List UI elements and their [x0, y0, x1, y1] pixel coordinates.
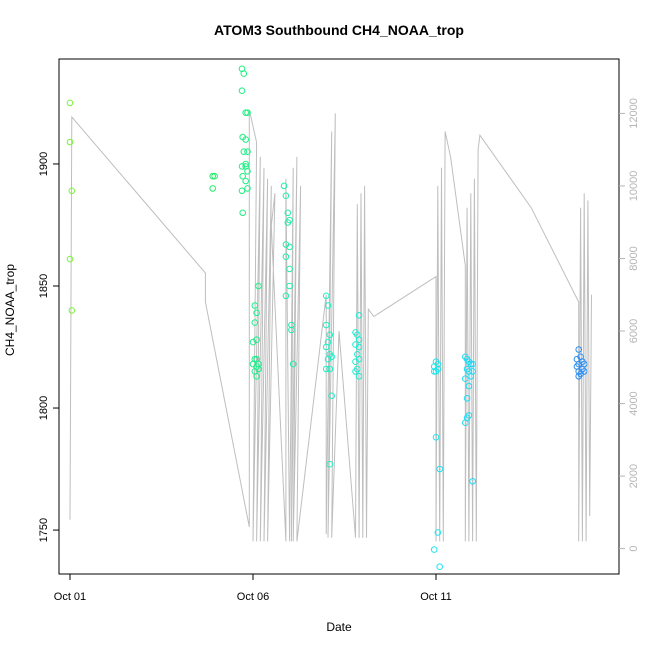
y2-tick-label: 10000	[628, 171, 640, 202]
data-point	[240, 70, 248, 77]
data-point	[284, 219, 292, 226]
x-tick-label: Oct 06	[237, 591, 269, 603]
data-point	[244, 185, 251, 192]
data-point	[288, 321, 295, 329]
plot-frame	[58, 58, 620, 575]
chart-title: ATOM3 Southbound CH4_NOAA_trop	[214, 22, 464, 38]
altitude-line-layer	[69, 109, 592, 542]
data-point	[465, 382, 473, 390]
data-point	[286, 265, 293, 273]
x-tick-label: Oct 11	[420, 591, 452, 603]
data-point	[430, 368, 438, 375]
data-point	[322, 343, 330, 351]
y-axis: 1750 1800 1850 1900	[38, 152, 59, 542]
x-axis-label: Date	[326, 620, 352, 634]
data-point	[240, 148, 248, 155]
y2-tick-label: 0	[628, 546, 640, 552]
data-point	[462, 375, 469, 383]
data-point	[244, 109, 251, 116]
data-point	[322, 292, 330, 300]
data-point	[352, 368, 359, 375]
data-point	[253, 373, 260, 380]
data-point	[211, 172, 218, 180]
data-point	[355, 336, 363, 344]
data-point	[242, 136, 249, 143]
data-point	[251, 302, 259, 309]
data-point	[469, 360, 476, 368]
data-point	[326, 365, 334, 373]
data-point	[326, 460, 334, 468]
data-point	[282, 192, 290, 199]
data-point	[324, 302, 332, 309]
data-point	[209, 185, 216, 192]
data-point	[289, 360, 297, 368]
data-point	[322, 365, 330, 373]
y-tick-label: 1750	[38, 518, 50, 542]
data-point	[575, 346, 583, 353]
data-point	[244, 168, 251, 175]
secondary-y-axis: 0 2000 4000 6000 8000 10000 12000	[619, 98, 640, 552]
data-point	[68, 187, 76, 195]
data-point	[432, 434, 440, 441]
data-point	[463, 395, 471, 402]
data-point	[66, 99, 74, 107]
data-point	[249, 338, 257, 346]
data-point	[355, 373, 363, 380]
data-point	[280, 182, 288, 190]
y2-tick-label: 4000	[628, 391, 640, 415]
data-point	[286, 243, 293, 251]
data-point	[322, 321, 330, 329]
data-point	[239, 209, 246, 217]
data-point	[242, 109, 249, 116]
y-axis-label: CH4_NOAA_trop	[3, 264, 17, 356]
data-point	[436, 563, 444, 571]
y2-tick-label: 12000	[628, 98, 640, 129]
data-point	[436, 465, 444, 473]
data-point	[355, 343, 363, 351]
data-point	[68, 307, 76, 314]
y-tick-label: 1900	[38, 152, 50, 176]
y2-tick-label: 6000	[628, 319, 640, 343]
data-point	[430, 546, 438, 553]
scatter-points-layer	[66, 65, 588, 571]
data-point	[251, 319, 259, 326]
data-point	[469, 478, 476, 485]
data-point	[284, 209, 292, 217]
data-point	[288, 326, 295, 334]
data-point	[255, 282, 262, 290]
data-point	[282, 253, 290, 261]
data-point	[467, 360, 475, 368]
data-point	[326, 331, 334, 339]
data-point	[467, 373, 475, 380]
y-tick-label: 1850	[38, 274, 50, 298]
data-point	[239, 172, 246, 180]
data-point	[462, 419, 469, 427]
data-point	[209, 172, 216, 180]
y-tick-label: 1800	[38, 396, 50, 420]
data-point	[238, 187, 246, 195]
data-point	[253, 309, 260, 317]
x-tick-label: Oct 01	[54, 591, 86, 603]
data-point	[352, 358, 359, 366]
data-point	[66, 138, 74, 146]
data-point	[244, 148, 251, 155]
altitude-line	[69, 109, 592, 542]
data-point	[328, 392, 336, 400]
data-point	[242, 177, 249, 185]
data-point	[282, 292, 290, 300]
y2-tick-label: 8000	[628, 246, 640, 270]
data-point	[434, 529, 442, 536]
data-point	[328, 353, 336, 361]
x-axis: Oct 01 Oct 06 Oct 11	[54, 574, 452, 603]
data-point	[355, 312, 363, 319]
data-point	[242, 160, 249, 168]
data-point	[66, 255, 74, 263]
data-point	[575, 373, 583, 380]
data-point	[238, 87, 246, 94]
y2-tick-label: 2000	[628, 464, 640, 488]
data-point	[286, 282, 293, 290]
